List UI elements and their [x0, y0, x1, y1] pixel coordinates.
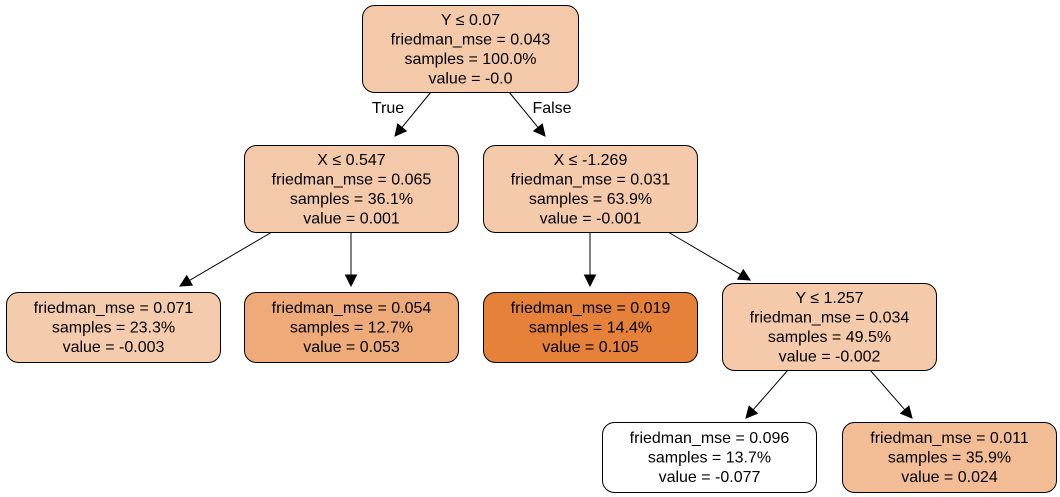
node-box [483, 145, 698, 233]
node-box [244, 145, 459, 233]
node-line: Y ≤ 0.07 [441, 12, 500, 29]
node-line: value = 0.001 [303, 210, 400, 227]
node-line: samples = 36.1% [290, 191, 413, 208]
edge-n6-n7 [745, 369, 789, 419]
node-box [362, 5, 579, 93]
node-line: value = 0.053 [303, 339, 400, 356]
node-line: X ≤ 0.547 [317, 152, 385, 169]
node-line: samples = 100.0% [404, 51, 536, 68]
arrowhead-icon [532, 123, 546, 137]
edge-label-true: True [372, 100, 404, 117]
node-line: value = 0.024 [901, 469, 998, 486]
node-line: friedman_mse = 0.071 [34, 300, 194, 317]
tree-node-root: Y ≤ 0.07 friedman_mse = 0.043 samples = 10… [362, 5, 579, 93]
edge-line [752, 369, 789, 411]
node-line: value = -0.0 [428, 70, 512, 87]
node-line: friedman_mse = 0.019 [511, 300, 671, 317]
edge-line [508, 91, 539, 128]
tree-node-n7: friedman_mse = 0.096 samples = 13.7% value… [602, 422, 817, 493]
tree-node-n3: friedman_mse = 0.071 samples = 23.3% value… [6, 292, 221, 363]
node-line: friedman_mse = 0.096 [630, 430, 790, 447]
tree-node-n5: friedman_mse = 0.019 samples = 14.4% value… [483, 292, 698, 363]
arrowhead-icon [344, 274, 358, 288]
node-line: samples = 23.3% [52, 320, 175, 337]
tree-node-n2: X ≤ -1.269 friedman_mse = 0.031 samples = … [483, 145, 698, 233]
tree-node-n6: Y ≤ 1.257 friedman_mse = 0.034 samples = 4… [722, 283, 937, 371]
node-box [842, 422, 1057, 493]
arrowhead-icon [179, 274, 194, 287]
node-line: value = -0.001 [540, 210, 642, 227]
edge-labels-layer: True False [372, 100, 572, 117]
edge-n2-n5 [583, 232, 597, 288]
edge-n2-n6 [667, 231, 751, 281]
node-line: samples = 63.9% [529, 191, 652, 208]
node-line: samples = 13.7% [648, 450, 771, 467]
edge-label-false: False [532, 100, 571, 117]
edge-line [189, 231, 273, 281]
edge-line [401, 91, 432, 128]
edge-n6-n8 [869, 369, 913, 419]
node-line: samples = 14.4% [529, 320, 652, 337]
node-box [244, 292, 459, 363]
node-line: Y ≤ 1.257 [795, 290, 863, 307]
arrowhead-icon [394, 123, 408, 137]
node-line: value = -0.002 [779, 348, 881, 365]
edge-root-n1 [394, 91, 432, 137]
arrowhead-icon [899, 405, 913, 419]
node-line: samples = 35.9% [888, 450, 1011, 467]
tree-node-n8: friedman_mse = 0.011 samples = 35.9% value… [842, 422, 1057, 493]
node-box [483, 292, 698, 363]
node-line: value = -0.077 [659, 469, 761, 486]
node-box [722, 283, 937, 371]
node-line: friedman_mse = 0.054 [272, 300, 432, 317]
node-line: samples = 49.5% [768, 329, 891, 346]
edge-n1-n4 [344, 232, 358, 288]
node-box [6, 292, 221, 363]
node-line: friedman_mse = 0.065 [272, 171, 432, 188]
arrowhead-icon [583, 274, 597, 288]
arrowhead-icon [736, 268, 751, 281]
node-line: friedman_mse = 0.043 [391, 31, 551, 48]
arrowhead-icon [745, 405, 759, 419]
nodes-layer: Y ≤ 0.07 friedman_mse = 0.043 samples = 10… [6, 5, 1057, 493]
edge-line [869, 369, 906, 411]
edge-root-n2 [508, 91, 546, 137]
node-line: friedman_mse = 0.031 [511, 171, 671, 188]
node-box [602, 422, 817, 493]
node-line: samples = 12.7% [290, 320, 413, 337]
node-line: friedman_mse = 0.034 [750, 309, 910, 326]
edges-layer [179, 91, 913, 419]
node-line: friedman_mse = 0.011 [870, 430, 1029, 447]
node-line: X ≤ -1.269 [554, 152, 628, 169]
tree-node-n1: X ≤ 0.547 friedman_mse = 0.065 samples = 3… [244, 145, 459, 233]
edge-line [667, 231, 741, 275]
tree-node-n4: friedman_mse = 0.054 samples = 12.7% value… [244, 292, 459, 363]
edge-n1-n3 [179, 231, 273, 287]
node-line: value = 0.105 [542, 339, 639, 356]
node-line: value = -0.003 [63, 339, 165, 356]
